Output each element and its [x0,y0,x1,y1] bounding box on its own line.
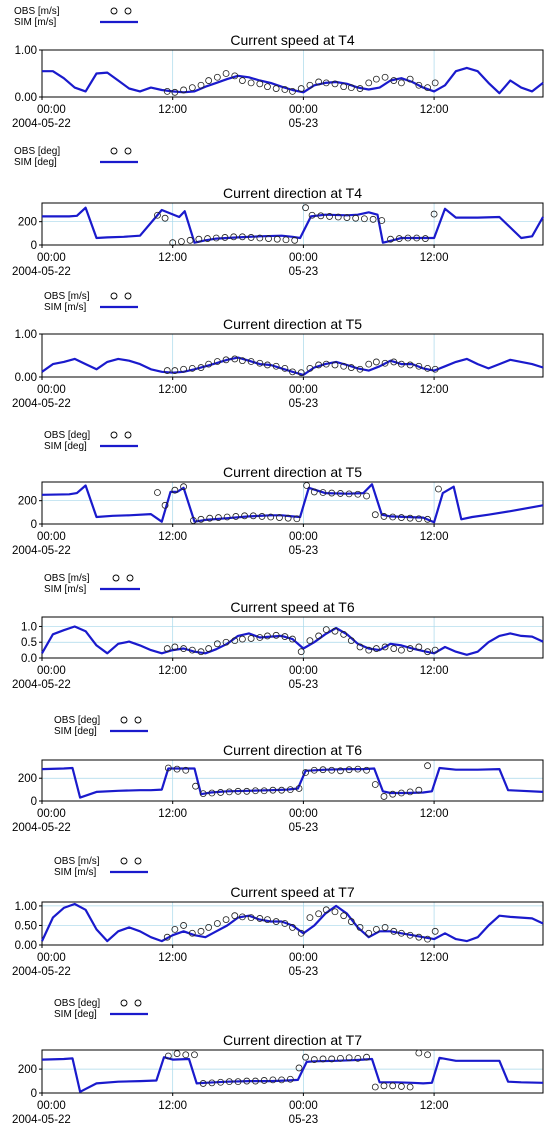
data-point-obs [372,1084,378,1090]
plot-frame [42,1050,543,1093]
x-tick-sublabel: 05-23 [289,1114,318,1126]
y-tick-label: 0 [31,1088,37,1100]
x-tick-sublabel: 2004-05-22 [12,1114,71,1126]
series-line-sim [42,1057,543,1092]
chart-title: Current direction at T7 [223,1032,362,1048]
legend-label-sim: SIM [deg] [54,1009,97,1020]
data-point-obs [183,1052,189,1058]
data-point-obs [407,1084,413,1090]
x-tick-label: 12:00 [420,1100,449,1112]
data-point-obs [381,1083,387,1089]
data-point-obs [398,1083,404,1089]
x-tick-label: 00:00 [289,1100,318,1112]
data-point-obs [390,1083,396,1089]
x-tick-label: 12:00 [158,1100,187,1112]
legend-label-obs: OBS [deg] [54,998,100,1009]
data-point-obs [296,1065,302,1071]
data-point-obs [174,1051,180,1057]
data-point-obs [191,1052,197,1058]
legend-obs-marker [135,1000,141,1006]
legend-obs-marker [121,1000,127,1006]
data-point-obs [416,1050,422,1056]
y-tick-label: 200 [18,1064,37,1076]
data-point-obs [425,1052,431,1058]
x-tick-label: 00:00 [37,1100,66,1112]
chart-8: OBS [deg]SIM [deg] Current direction at T… [12,998,543,1126]
